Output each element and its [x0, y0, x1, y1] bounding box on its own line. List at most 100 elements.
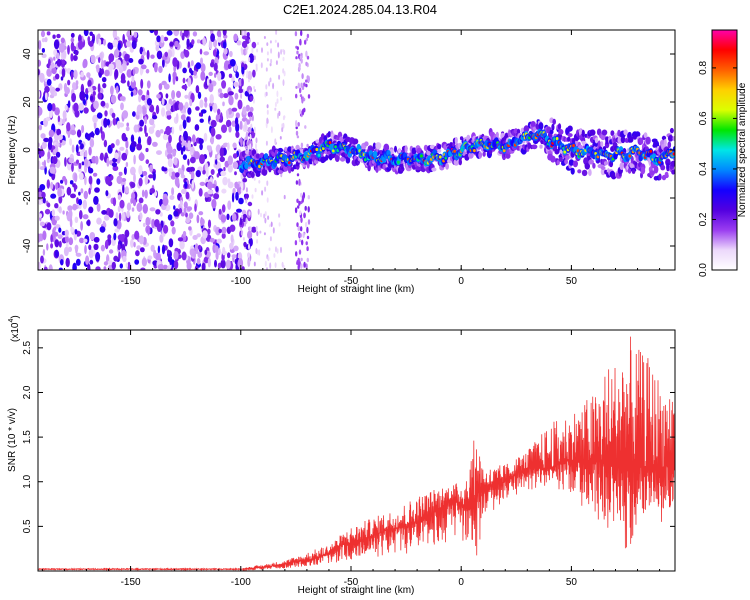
spectrogram-noise-blob — [266, 197, 269, 203]
spectrogram-noise-blob — [168, 238, 174, 248]
spectrogram-noise-blob — [136, 202, 143, 212]
spectrogram-noise-blob — [137, 214, 141, 221]
spectrogram-noise-blob — [115, 59, 122, 70]
spectrogram-noise-blob — [84, 175, 87, 186]
spectrogram-noise-blob — [95, 266, 101, 270]
spectrogram-noise-blob — [76, 129, 82, 138]
spectrogram-track-halo — [581, 169, 588, 177]
spectrogram-noise-blob — [83, 238, 88, 243]
spectrogram-track-halo — [552, 118, 556, 125]
spectrogram-track-halo — [634, 131, 641, 138]
snr-frame — [37, 329, 676, 572]
spectrogram-noise-blob — [149, 207, 156, 212]
spectrogram-noise-blob — [299, 38, 302, 46]
spectrogram-noise-blob — [188, 212, 194, 219]
spectrogram-noise-blob — [256, 239, 259, 244]
spectrogram-noise-blob — [179, 200, 183, 207]
spectrogram-noise-blob — [155, 44, 160, 52]
spectrogram-noise-blob — [122, 110, 129, 119]
spectrogram-noise-blob — [170, 220, 175, 227]
spectrogram-noise-blob — [221, 80, 227, 89]
spectrogram-noise-blob — [186, 167, 192, 173]
spectrogram-track-halo — [454, 137, 458, 144]
spectrogram-noise-blob — [190, 171, 195, 181]
spectrogram-noise-blob — [50, 181, 54, 190]
spectrogram-noise-blob — [274, 107, 277, 111]
spectrogram-noise-blob — [233, 81, 239, 88]
y-tick-label: 1.5 — [22, 430, 33, 444]
spectrogram-noise-blob — [295, 180, 299, 185]
spectrogram-noise-blob — [70, 32, 75, 38]
spectrogram-noise-blob — [118, 251, 121, 260]
spectrogram-track-halo — [619, 162, 624, 170]
spectrogram-noise-blob — [239, 120, 243, 130]
spectrogram-noise-blob — [161, 107, 166, 117]
spectrogram-noise-blob — [113, 232, 117, 241]
spectrogram-noise-blob — [210, 119, 217, 128]
spectrogram-noise-blob — [82, 60, 87, 69]
spectrogram-track-halo — [584, 162, 590, 170]
spectrogram-noise-blob — [50, 243, 54, 249]
spectrogram-track-halo — [584, 133, 588, 138]
spectrogram-noise-blob — [221, 188, 227, 194]
spectrogram-noise-blob — [299, 55, 302, 60]
spectrogram-noise-blob — [104, 239, 109, 250]
spectrogram-noise-blob — [199, 143, 203, 151]
spectrogram-noise-blob — [41, 191, 46, 199]
spectrogram-noise-blob — [88, 166, 91, 172]
spectrogram-track-halo — [558, 129, 564, 135]
spectrogram-noise-blob — [115, 139, 120, 146]
spectrogram-noise-blob — [242, 178, 248, 183]
spectrogram-noise-blob — [139, 127, 143, 132]
spectrogram-noise-blob — [46, 179, 50, 189]
spectrogram-noise-blob — [89, 232, 96, 240]
spectrogram-noise-blob — [198, 211, 204, 216]
spectrogram-noise-blob — [68, 246, 72, 252]
spectrogram-noise-blob — [69, 180, 74, 185]
spectrogram-noise-blob — [68, 157, 74, 163]
spectrogram-noise-blob — [236, 40, 242, 46]
spectrogram-noise-blob — [274, 138, 277, 145]
spectrogram-noise-blob — [168, 134, 172, 144]
spectrogram-noise-blob — [58, 240, 62, 248]
spectrogram-noise-blob — [156, 35, 161, 43]
spectrogram-noise-blob — [165, 110, 172, 116]
spectrogram-noise-blob — [247, 252, 251, 258]
spectrogram-noise-blob — [214, 72, 217, 78]
spectrogram-noise-blob — [246, 70, 249, 76]
spectrogram-noise-blob — [102, 83, 107, 89]
spectrogram-noise-blob — [210, 61, 215, 68]
spectrogram-noise-blob — [38, 160, 41, 170]
spectrogram-noise-blob — [300, 257, 303, 262]
spectrogram-noise-blob — [208, 83, 214, 93]
spectrogram-noise-blob — [196, 258, 201, 265]
spectrogram-noise-blob — [215, 134, 222, 140]
spectrogram-noise-blob — [57, 134, 63, 140]
spectrogram-noise-blob — [251, 114, 254, 122]
spectrogram-noise-blob — [43, 159, 46, 169]
spectrogram-noise-blob — [204, 101, 208, 108]
spectrogram-noise-blob — [266, 180, 269, 186]
spectrogram-noise-blob — [190, 156, 196, 164]
spectrogram-noise-blob — [41, 48, 46, 53]
spectrogram-track-peak — [363, 158, 367, 162]
spectrogram-noise-blob — [107, 42, 112, 49]
spectrogram-noise-blob — [156, 94, 162, 99]
spectrogram-noise-blob — [186, 206, 193, 212]
spectrogram-track-halo — [623, 129, 628, 136]
spectrogram-noise-blob — [267, 215, 270, 220]
spectrogram-track-peak — [649, 149, 653, 153]
spectrogram-noise-blob — [84, 158, 88, 167]
spectrogram-track-halo — [672, 135, 675, 142]
spectrogram-noise-blob — [275, 246, 277, 253]
spectrogram-noise-blob — [136, 245, 141, 250]
spectrogram-noise-blob — [99, 226, 106, 233]
spectrogram-track-halo — [339, 156, 346, 162]
spectrogram-noise-blob — [93, 100, 99, 110]
spectrogram-noise-blob — [266, 117, 269, 124]
spectrogram-noise-blob — [46, 222, 52, 231]
spectrogram-noise-blob — [76, 159, 79, 164]
spectrogram-noise-blob — [103, 117, 108, 128]
spectrogram-noise-blob — [41, 38, 46, 43]
spectrogram-track-halo — [565, 155, 570, 161]
